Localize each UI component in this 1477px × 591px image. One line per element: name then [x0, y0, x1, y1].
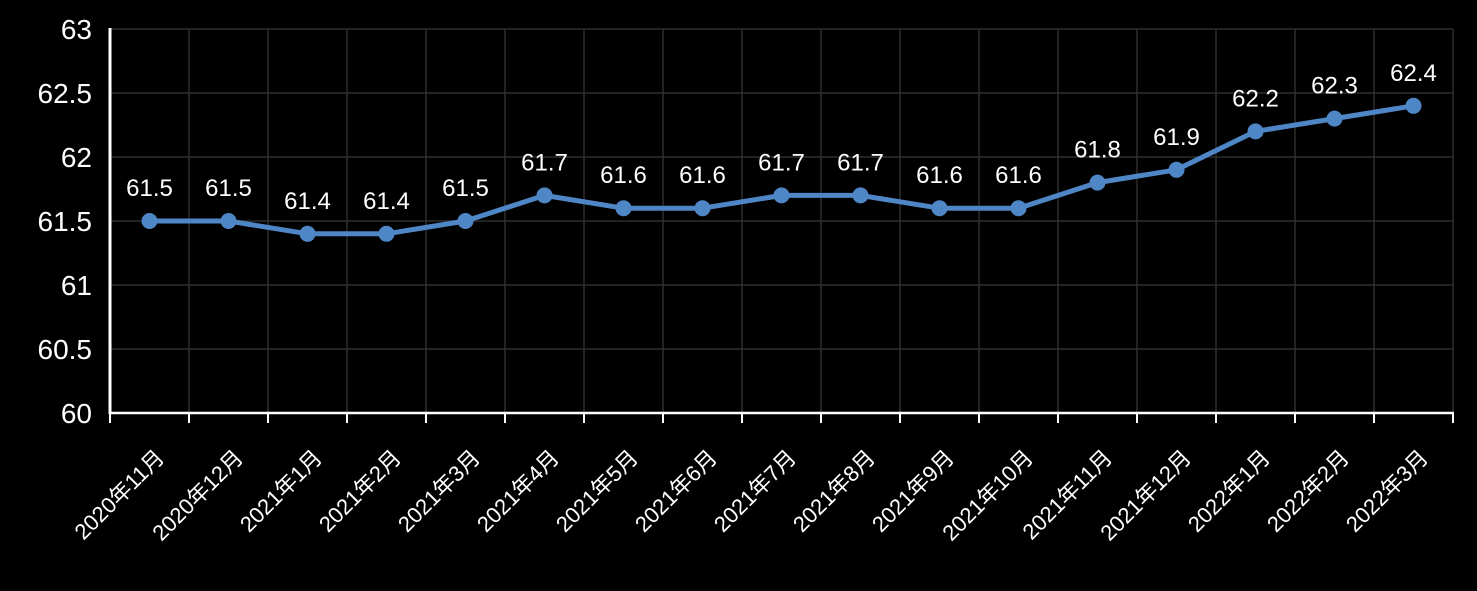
x-tick-label: 2021年8月 [788, 445, 880, 537]
data-point-marker [457, 213, 474, 229]
y-tick-label: 61 [61, 270, 92, 301]
data-label: 62.3 [1311, 73, 1358, 100]
data-label: 61.6 [600, 162, 647, 189]
x-tick-label: 2021年2月 [314, 445, 406, 537]
y-tick-label: 60.5 [38, 334, 93, 365]
y-tick-label: 62.5 [38, 78, 93, 109]
x-tick-label: 2021年3月 [393, 445, 485, 537]
data-label: 61.5 [205, 175, 252, 202]
data-point-marker [1405, 97, 1422, 114]
data-label: 61.6 [679, 162, 726, 189]
data-point-marker [694, 200, 711, 217]
data-label: 61.6 [916, 162, 963, 189]
data-point-marker [299, 225, 316, 242]
data-label: 61.4 [284, 188, 331, 215]
data-point-marker [773, 187, 790, 204]
data-point-marker [536, 187, 553, 204]
x-tick-label: 2021年5月 [551, 445, 643, 537]
x-tick-label: 2021年7月 [709, 445, 801, 537]
data-label: 61.5 [126, 175, 173, 202]
x-tick-label: 2021年1月 [235, 445, 327, 537]
x-tick-label: 2022年1月 [1183, 445, 1275, 537]
data-point-marker [852, 187, 869, 204]
data-label: 61.9 [1153, 124, 1200, 151]
data-point-marker [220, 213, 237, 229]
data-label: 61.7 [758, 149, 805, 176]
x-tick-label: 2022年3月 [1341, 445, 1433, 537]
data-point-marker [1089, 174, 1106, 191]
y-tick-label: 60 [61, 398, 92, 429]
x-tick-label: 2021年4月 [472, 445, 564, 537]
data-label: 61.6 [995, 162, 1042, 189]
y-tick-label: 62 [61, 142, 92, 173]
data-label: 62.2 [1232, 85, 1279, 112]
data-point-marker [1010, 200, 1027, 217]
data-point-marker [378, 225, 395, 242]
data-point-marker [1247, 123, 1264, 140]
x-tick-label: 2022年2月 [1262, 445, 1354, 537]
y-tick-label: 63 [61, 14, 92, 45]
data-label: 61.4 [363, 188, 410, 215]
data-label: 61.7 [837, 149, 884, 176]
data-label: 61.7 [521, 149, 568, 176]
x-tick-label: 2021年6月 [630, 445, 722, 537]
data-label: 62.4 [1390, 60, 1437, 87]
data-label: 61.5 [442, 175, 489, 202]
data-point-marker [615, 200, 632, 217]
data-point-marker [1168, 161, 1185, 178]
y-tick-label: 61.5 [38, 206, 93, 237]
data-point-marker [931, 200, 948, 217]
data-point-marker [141, 213, 158, 229]
data-point-marker [1326, 110, 1343, 127]
data-label: 61.8 [1074, 137, 1121, 164]
